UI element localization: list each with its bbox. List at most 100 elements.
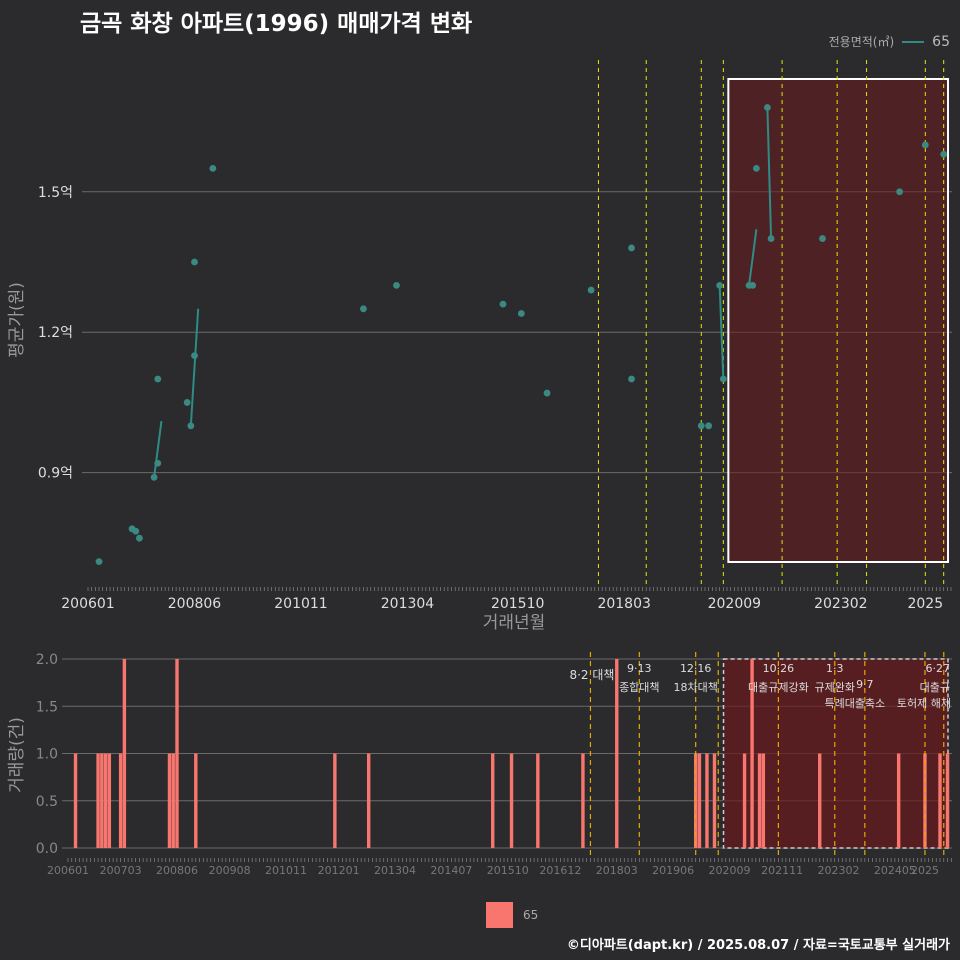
top-y-tick-label: 1.5억 (38, 185, 73, 201)
bottom-x-tick-label: 202111 (761, 864, 803, 877)
top-data-point (819, 235, 826, 242)
bottom-x-tick-label: 200806 (156, 864, 198, 877)
bottom-annotation: 10·26 (763, 662, 795, 675)
bottom-annotation: 규제완화 (815, 681, 855, 694)
bottom-annotation: 12·16 (680, 662, 712, 675)
bottom-x-tick-label: 201304 (374, 864, 416, 877)
top-highlight-box (727, 78, 950, 563)
bottom-bar (945, 753, 950, 848)
bottom-bar (122, 659, 127, 848)
top-data-point (154, 459, 162, 467)
top-x-tick-label: 200806 (168, 596, 222, 612)
top-data-point (183, 399, 191, 406)
bottom-bar (705, 753, 709, 848)
bottom-bar (750, 659, 754, 848)
top-x-tick-label: 201803 (597, 596, 650, 612)
bottom-y-axis-title: 거래량(건) (7, 717, 27, 793)
bottom-x-tick-label: 201510 (487, 864, 529, 877)
bottom-bar (536, 753, 540, 848)
bottom-y-tick-label: 1.5 (36, 699, 58, 715)
top-data-point (95, 558, 103, 565)
bottom-bar (697, 753, 702, 848)
legend-bottom: 65 (486, 902, 538, 928)
top-x-tick-label: 200601 (61, 596, 114, 612)
top-data-point (705, 422, 713, 430)
bottom-bar (712, 753, 717, 848)
top-series-line (718, 285, 725, 380)
top-data-point (187, 422, 195, 430)
bottom-y-tick-label: 0.0 (36, 841, 58, 857)
bottom-bar (171, 753, 175, 848)
bottom-annotation: 대출규 (920, 681, 950, 694)
bottom-bar (581, 753, 585, 848)
bottom-bar (491, 753, 495, 848)
bottom-bar (938, 753, 942, 848)
bottom-annotation: 9·7 (856, 678, 874, 691)
top-y-axis-title: 평균가(원) (7, 282, 27, 358)
bottom-annotation: 1·3 (826, 662, 844, 675)
legend-bar-label: 65 (523, 908, 539, 922)
bottom-annotation: 9·13 (627, 662, 652, 675)
top-data-point (587, 286, 595, 294)
bottom-x-tick-label: 201803 (596, 864, 638, 877)
top-data-point (543, 389, 551, 397)
top-x-tick-label: 202302 (814, 596, 867, 612)
bottom-bar (73, 753, 78, 848)
bottom-annotation: 특례대출축소 (824, 697, 885, 710)
top-data-point (716, 281, 724, 289)
top-data-point (393, 281, 400, 289)
top-data-point (154, 375, 162, 383)
bottom-y-tick-label: 1.0 (36, 747, 58, 763)
bottom-x-tick-label: 201612 (539, 864, 581, 877)
bottom-y-tick-label: 0.5 (36, 794, 58, 810)
legend-title: 전용면적(㎡) (828, 35, 895, 49)
top-data-point (191, 258, 198, 266)
legend-bar-swatch (486, 902, 513, 928)
bottom-x-tick-label: 201407 (430, 864, 472, 877)
top-data-point (132, 527, 140, 535)
legend-top: 전용면적(㎡) 65 (829, 33, 950, 50)
top-x-tick-label: 2025 (907, 596, 943, 612)
bottom-x-tick-label: 202009 (709, 864, 751, 877)
bottom-bar (118, 753, 123, 848)
top-data-point (749, 281, 757, 289)
top-data-point (628, 375, 635, 383)
top-data-point (896, 188, 904, 196)
bottom-x-tick-label: 200703 (100, 864, 142, 877)
bottom-bar (896, 753, 901, 848)
top-data-point (150, 473, 158, 481)
top-data-point (921, 141, 929, 149)
top-x-tick-label: 202009 (708, 596, 761, 612)
legend-series-label: 65 (932, 33, 950, 50)
bottom-x-tick-label: 2025 (911, 864, 939, 877)
bottom-x-tick-label: 201011 (265, 864, 307, 877)
top-y-tick-label: 0.9억 (38, 466, 73, 482)
top-data-point (191, 352, 198, 360)
top-series-line (766, 107, 773, 239)
bottom-bar (366, 753, 371, 848)
top-y-tick-label: 1.2억 (38, 325, 73, 341)
footer-credit: ©디아파트(dapt.kr) / 2025.08.07 / 자료=국토교통부 실… (566, 938, 950, 953)
top-series-line (189, 308, 200, 426)
top-data-point (719, 375, 727, 383)
top-data-point (940, 150, 948, 158)
top-data-point (752, 164, 760, 172)
chart-title: 금곡 화창 아파트(1996) 매매가격 변화 (80, 11, 473, 37)
bottom-x-tick-label: 201906 (652, 864, 694, 877)
bottom-bar (167, 753, 172, 848)
top-x-axis-title: 거래년월 (483, 613, 546, 633)
bottom-x-tick-label: 202405 (874, 864, 916, 877)
top-series-line (153, 421, 163, 478)
bottom-annotation: 8·2 대책 (569, 667, 614, 682)
bottom-bar (742, 753, 747, 848)
bottom-bar (103, 753, 108, 848)
top-data-point (360, 305, 367, 313)
legend-line-swatch (902, 40, 925, 43)
top-x-tick-label: 201304 (381, 596, 435, 612)
bottom-annotation: 토허제 해제 (897, 696, 951, 710)
top-series-line (748, 229, 758, 286)
top-x-tick-label: 201510 (491, 596, 544, 612)
bottom-annotation: 종합대책 (619, 681, 659, 694)
bottom-x-tick-label: 200601 (47, 864, 89, 877)
